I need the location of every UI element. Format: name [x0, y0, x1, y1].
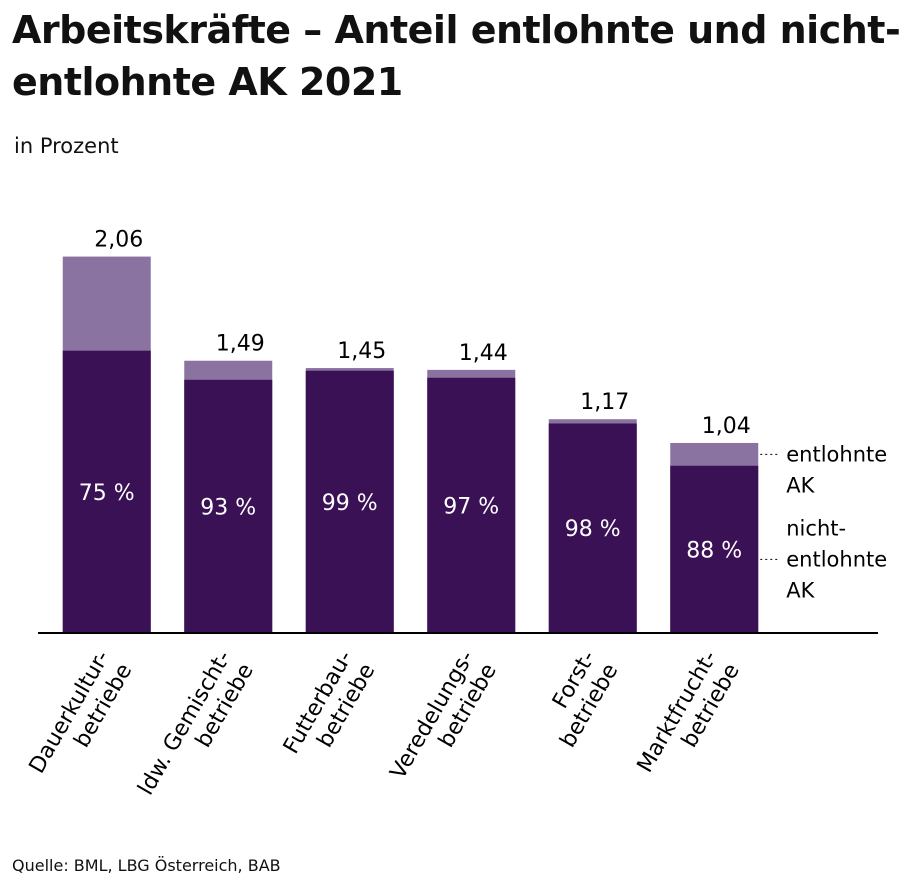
chart-title: Arbeitskräfte – Anteil entlohnte und nic… — [12, 8, 901, 104]
bar-segment — [548, 423, 637, 633]
x-tick-text: Marktfrucht-betriebe — [633, 647, 745, 790]
total-label: 1,49 — [216, 332, 265, 357]
legend-label: nicht-entlohnte AK — [786, 516, 887, 602]
legend-line: AK — [786, 578, 815, 602]
x-tick-label: Dauerkultur-betriebe — [25, 647, 138, 791]
share-label: 97 % — [443, 494, 499, 519]
bar-segment — [427, 377, 516, 633]
share-label: 93 % — [200, 495, 256, 520]
share-label: 88 % — [686, 538, 742, 563]
bar-segment — [305, 370, 394, 633]
x-tick-label: Marktfrucht-betriebe — [633, 647, 745, 790]
legend-line: AK — [786, 473, 815, 497]
bar-segment — [184, 379, 273, 633]
x-tick-text: Veredelungs-betriebe — [386, 647, 502, 797]
x-tick-text: Forst-betriebe — [533, 647, 623, 752]
x-tick-label: Forst-betriebe — [533, 647, 623, 752]
total-label: 1,04 — [702, 414, 751, 439]
chart-subtitle: in Prozent — [14, 134, 119, 158]
total-label: 1,45 — [337, 339, 386, 364]
bar-segment — [670, 465, 759, 633]
share-label: 98 % — [565, 517, 621, 542]
chart: 2,06 75 % Dauerkultur-betriebe 1,49 93 % ldw.… — [25, 228, 888, 813]
legend-line: nicht- — [786, 516, 846, 540]
x-tick-text: ldw. Gemischt-betriebe — [134, 647, 259, 813]
total-label: 2,06 — [94, 228, 143, 253]
x-tick-text: Futterbau-betriebe — [279, 647, 380, 772]
legend-line: entlohnte — [786, 547, 887, 571]
x-tick-label: Futterbau-betriebe — [279, 647, 380, 772]
source: Quelle: BML, LBG Österreich, BAB — [12, 856, 281, 875]
total-label: 1,44 — [459, 341, 508, 366]
total-label: 1,17 — [580, 390, 629, 415]
legend-label: entlohnte AK — [786, 442, 887, 497]
x-tick-label: Veredelungs-betriebe — [386, 647, 502, 797]
x-tick-text: Dauerkultur-betriebe — [25, 647, 138, 791]
share-label: 75 % — [79, 481, 135, 506]
share-label: 99 % — [322, 491, 378, 516]
bar-segment — [62, 350, 151, 633]
legend-line: entlohnte — [786, 442, 887, 466]
x-tick-label: ldw. Gemischt-betriebe — [134, 647, 259, 813]
